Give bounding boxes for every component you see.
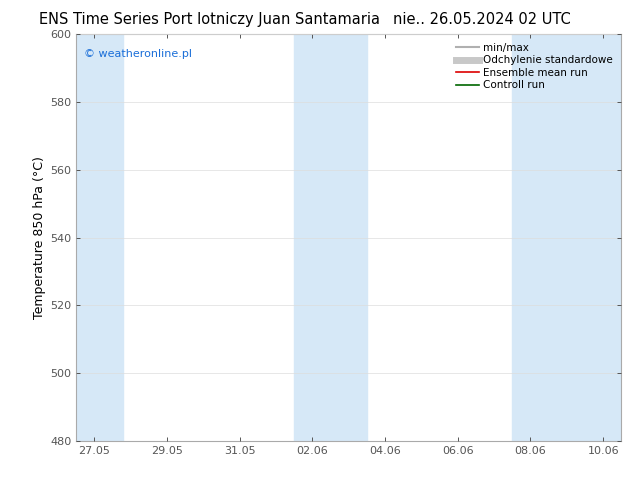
Bar <box>294 34 367 441</box>
Text: ENS Time Series Port lotniczy Juan Santamaria: ENS Time Series Port lotniczy Juan Santa… <box>39 12 380 27</box>
Text: © weatheronline.pl: © weatheronline.pl <box>84 49 192 58</box>
Text: nie.. 26.05.2024 02 UTC: nie.. 26.05.2024 02 UTC <box>393 12 571 27</box>
Y-axis label: Temperature 850 hPa (°C): Temperature 850 hPa (°C) <box>33 156 46 319</box>
Bar <box>76 34 124 441</box>
Legend: min/max, Odchylenie standardowe, Ensemble mean run, Controll run: min/max, Odchylenie standardowe, Ensembl… <box>453 40 616 94</box>
Bar <box>512 34 621 441</box>
